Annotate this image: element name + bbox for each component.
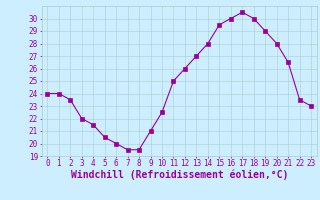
X-axis label: Windchill (Refroidissement éolien,°C): Windchill (Refroidissement éolien,°C)	[70, 170, 288, 180]
